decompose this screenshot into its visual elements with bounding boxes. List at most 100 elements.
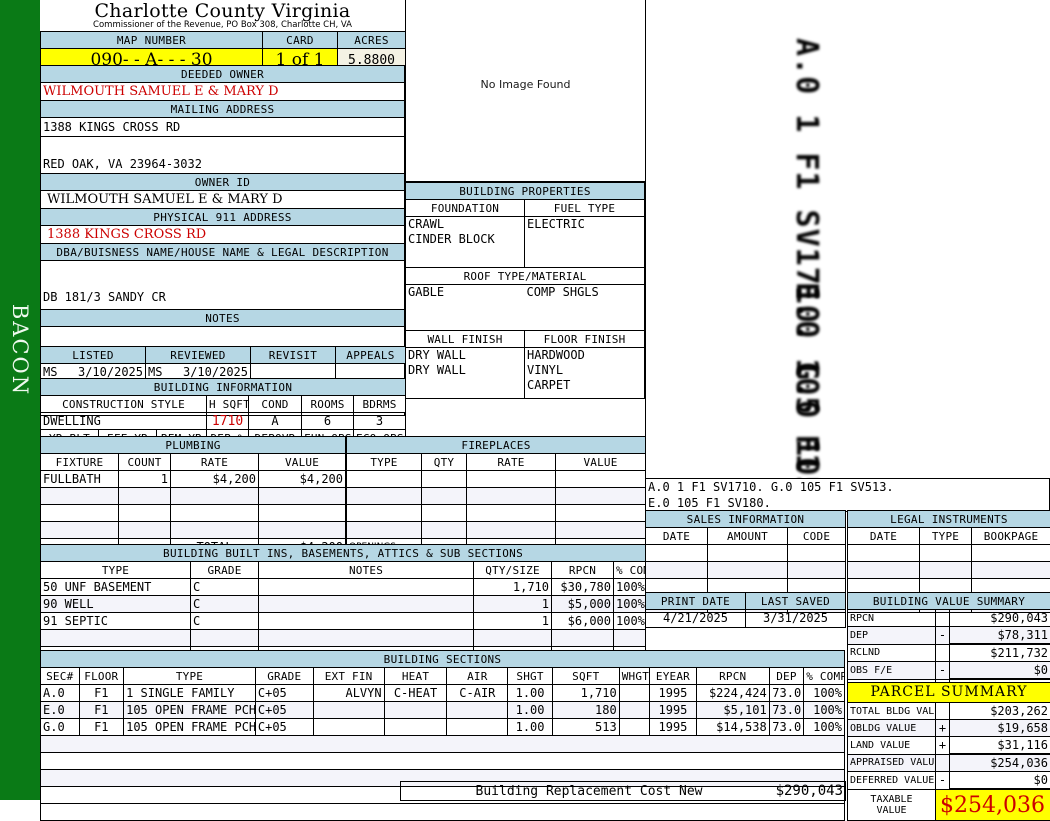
cell: [972, 545, 1050, 562]
revisit-label: REVISIT: [251, 347, 336, 364]
cell: [41, 753, 845, 770]
owner-id-label: OWNER ID: [41, 174, 405, 191]
cell: [422, 505, 467, 522]
last-saved-value: 3/31/2025: [746, 610, 846, 628]
bs-heat: [384, 702, 447, 719]
table-row: RCLND $211,732: [848, 644, 1050, 662]
fuel-type-values: ELECTRIC: [525, 217, 645, 268]
sales-col-code: CODE: [788, 528, 846, 545]
bs-col-comp: % COMP: [804, 668, 845, 685]
ps-label: OBLDG VALUE: [848, 720, 936, 737]
floor-finish-value-2: VINYL: [527, 363, 642, 378]
built-ins-col-type: TYPE: [41, 562, 191, 579]
bs-col-sec: SEC#: [41, 668, 80, 685]
table-row: 91 SEPTIC C 1 $6,000 100%: [41, 613, 646, 630]
floor-finish-label: FLOOR FINISH: [525, 331, 645, 348]
built-ins-col-qty: QTY/SIZE: [474, 562, 552, 579]
cell: [920, 545, 972, 562]
bs-eyear: 1995: [650, 685, 697, 702]
bs-col-heat: HEAT: [384, 668, 447, 685]
table-row: [646, 562, 846, 579]
table-row: [41, 630, 646, 647]
cell: [347, 522, 422, 539]
replacement-cost-row: Building Replacement Cost New $290,043: [400, 781, 846, 801]
fireplaces-col-value: VALUE: [556, 454, 646, 471]
cell: [614, 630, 646, 647]
hsqft-value: 1710: [207, 413, 249, 430]
mailing-address-line-2: [41, 137, 405, 156]
roof-type-value: GABLE: [406, 285, 525, 331]
ps-label: DEFERRED VALUE: [848, 772, 936, 790]
cell: [788, 545, 846, 562]
print-date-value: 4/21/2025: [646, 610, 746, 628]
bs-extfin: ALVYN: [313, 685, 384, 702]
building-sections-title: BUILDING SECTIONS: [41, 651, 845, 668]
reviewed-label: REVIEWED: [146, 347, 251, 364]
sales-information-title: SALES INFORMATION: [646, 511, 846, 528]
table-row: [848, 545, 1050, 562]
plumbing-value: $4,200: [259, 471, 346, 488]
legal-instruments-title: LEGAL INSTRUMENTS: [848, 511, 1050, 528]
built-in-comp: 100%: [614, 596, 646, 613]
cell: [41, 488, 119, 505]
built-in-notes: [259, 596, 474, 613]
built-in-grade: C: [191, 596, 259, 613]
cell: [171, 505, 259, 522]
table-row: [646, 545, 846, 562]
cell: [556, 471, 646, 488]
bs-rpcn: $14,538: [696, 719, 769, 736]
ps-label: APPRAISED VALUE: [848, 754, 936, 772]
map-number-label: MAP NUMBER: [41, 32, 263, 49]
cell: [556, 505, 646, 522]
print-dates-table: PRINT DATE LAST SAVED 4/21/2025 3/31/202…: [645, 592, 846, 628]
sales-col-date: DATE: [646, 528, 708, 545]
foundation-values: CRAWL CINDER BLOCK: [406, 217, 525, 268]
bvs-sign: -: [936, 662, 950, 680]
bs-sec: A.0: [41, 685, 80, 702]
bs-col-dep: DEP: [769, 668, 803, 685]
bs-floor: F1: [79, 702, 124, 719]
built-in-notes: [259, 613, 474, 630]
cell: [171, 488, 259, 505]
bs-grade: C+05: [255, 685, 313, 702]
title-block: Charlotte County Virginia Commissioner o…: [40, 0, 405, 30]
table-row: DEP - $78,311: [848, 627, 1050, 645]
bvs-sign: -: [936, 627, 950, 645]
plumbing-title: PLUMBING: [41, 437, 346, 454]
cell: [467, 522, 556, 539]
table-row: [347, 471, 646, 488]
cell: [848, 562, 920, 579]
commissioner-line: Commissioner of the Revenue, PO Box 308,…: [40, 21, 405, 30]
ps-value: $31,116: [950, 737, 1050, 755]
plumbing-col-fixture: FIXTURE: [41, 454, 119, 471]
cell: [708, 545, 788, 562]
mailing-address-line-3: RED OAK, VA 23964-3032: [41, 155, 405, 174]
built-in-rpcn: $6,000: [552, 613, 614, 630]
built-in-qty: 1: [474, 596, 552, 613]
table-row: A.0 F1 1 SINGLE FAMILY C+05 ALVYN C-HEAT…: [41, 685, 845, 702]
bs-col-sqft: SQFT: [552, 668, 619, 685]
bs-whgt: [619, 719, 649, 736]
bs-floor: F1: [79, 685, 124, 702]
table-row: [41, 753, 845, 770]
sketch-legend: A.0 1 F1 SV1710. G.0 105 F1 SV513. E.0 1…: [645, 478, 1050, 512]
built-ins-title: BUILDING BUILT INS, BASEMENTS, ATTICS & …: [41, 545, 646, 562]
last-saved-label: LAST SAVED: [746, 593, 846, 610]
bs-dep: 73.0: [769, 719, 803, 736]
district-label: BACON: [0, 300, 40, 400]
cell: [552, 630, 614, 647]
ps-value: $19,658: [950, 720, 1050, 737]
listed-label: LISTED: [41, 347, 146, 364]
bdrms-value: 3: [354, 413, 406, 430]
bvs-value: $78,311: [950, 627, 1050, 645]
bs-heat: C-HEAT: [384, 685, 447, 702]
bs-eyear: 1995: [650, 702, 697, 719]
ps-sign: [936, 754, 950, 772]
bs-extfin: [313, 719, 384, 736]
table-row: [347, 505, 646, 522]
building-properties-title: BUILDING PROPERTIES: [406, 183, 645, 200]
cell: [41, 522, 119, 539]
built-in-type: 50 UNF BASEMENT: [41, 579, 191, 596]
bs-shgt: 1.00: [508, 719, 553, 736]
bs-rpcn: $5,101: [696, 702, 769, 719]
